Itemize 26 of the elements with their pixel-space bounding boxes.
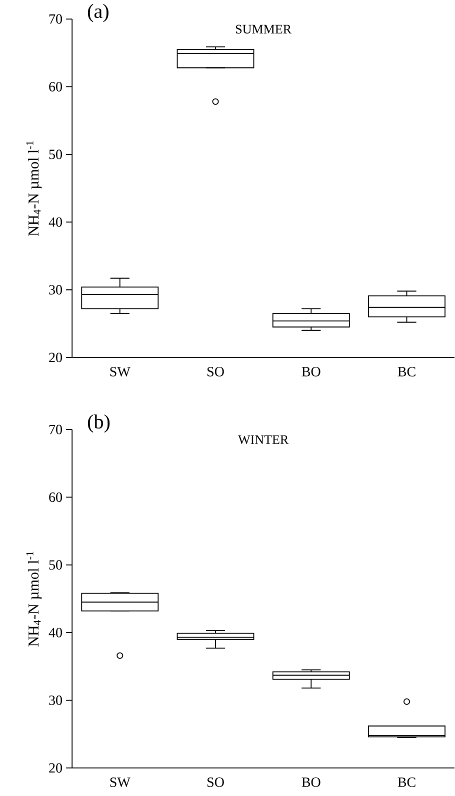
y-tick-label: 40 — [49, 628, 62, 638]
y-tick-label: 70 — [50, 424, 62, 434]
y-tick-label: 60 — [49, 82, 62, 92]
x-tick-label: BC — [398, 778, 416, 787]
x-tick-label: SW — [110, 778, 131, 788]
y-axis-title: NH$_{4}$-N µmol l$^{-1}$ — [26, 552, 42, 646]
chart-subtitle: WINTER — [238, 435, 289, 444]
x-tick-label: SO — [208, 778, 224, 787]
y-tick-label: 50 — [50, 560, 62, 570]
chart-title: (a) — [88, 4, 109, 22]
chart-title: (b) — [88, 414, 110, 433]
y-tick-label: 40 — [49, 217, 62, 227]
y-tick-label: 60 — [49, 492, 62, 502]
y-tick-label: 30 — [49, 285, 62, 294]
x-tick-label: BO — [302, 778, 321, 787]
x-tick-label: BC — [398, 366, 416, 376]
y-tick-label: 20 — [49, 352, 62, 362]
y-tick-label: 50 — [50, 150, 62, 160]
y-tick-label: 30 — [49, 696, 62, 706]
x-tick-label: SW — [110, 366, 131, 376]
y-tick-label: 20 — [49, 763, 62, 773]
y-axis-title: NH$_{4}$-N µmol l$^{-1}$ — [26, 141, 42, 236]
x-tick-label: SO — [208, 366, 224, 376]
chart-subtitle: SUMMER — [236, 24, 292, 34]
y-tick-label: 70 — [50, 14, 62, 24]
x-tick-label: BO — [302, 366, 321, 376]
